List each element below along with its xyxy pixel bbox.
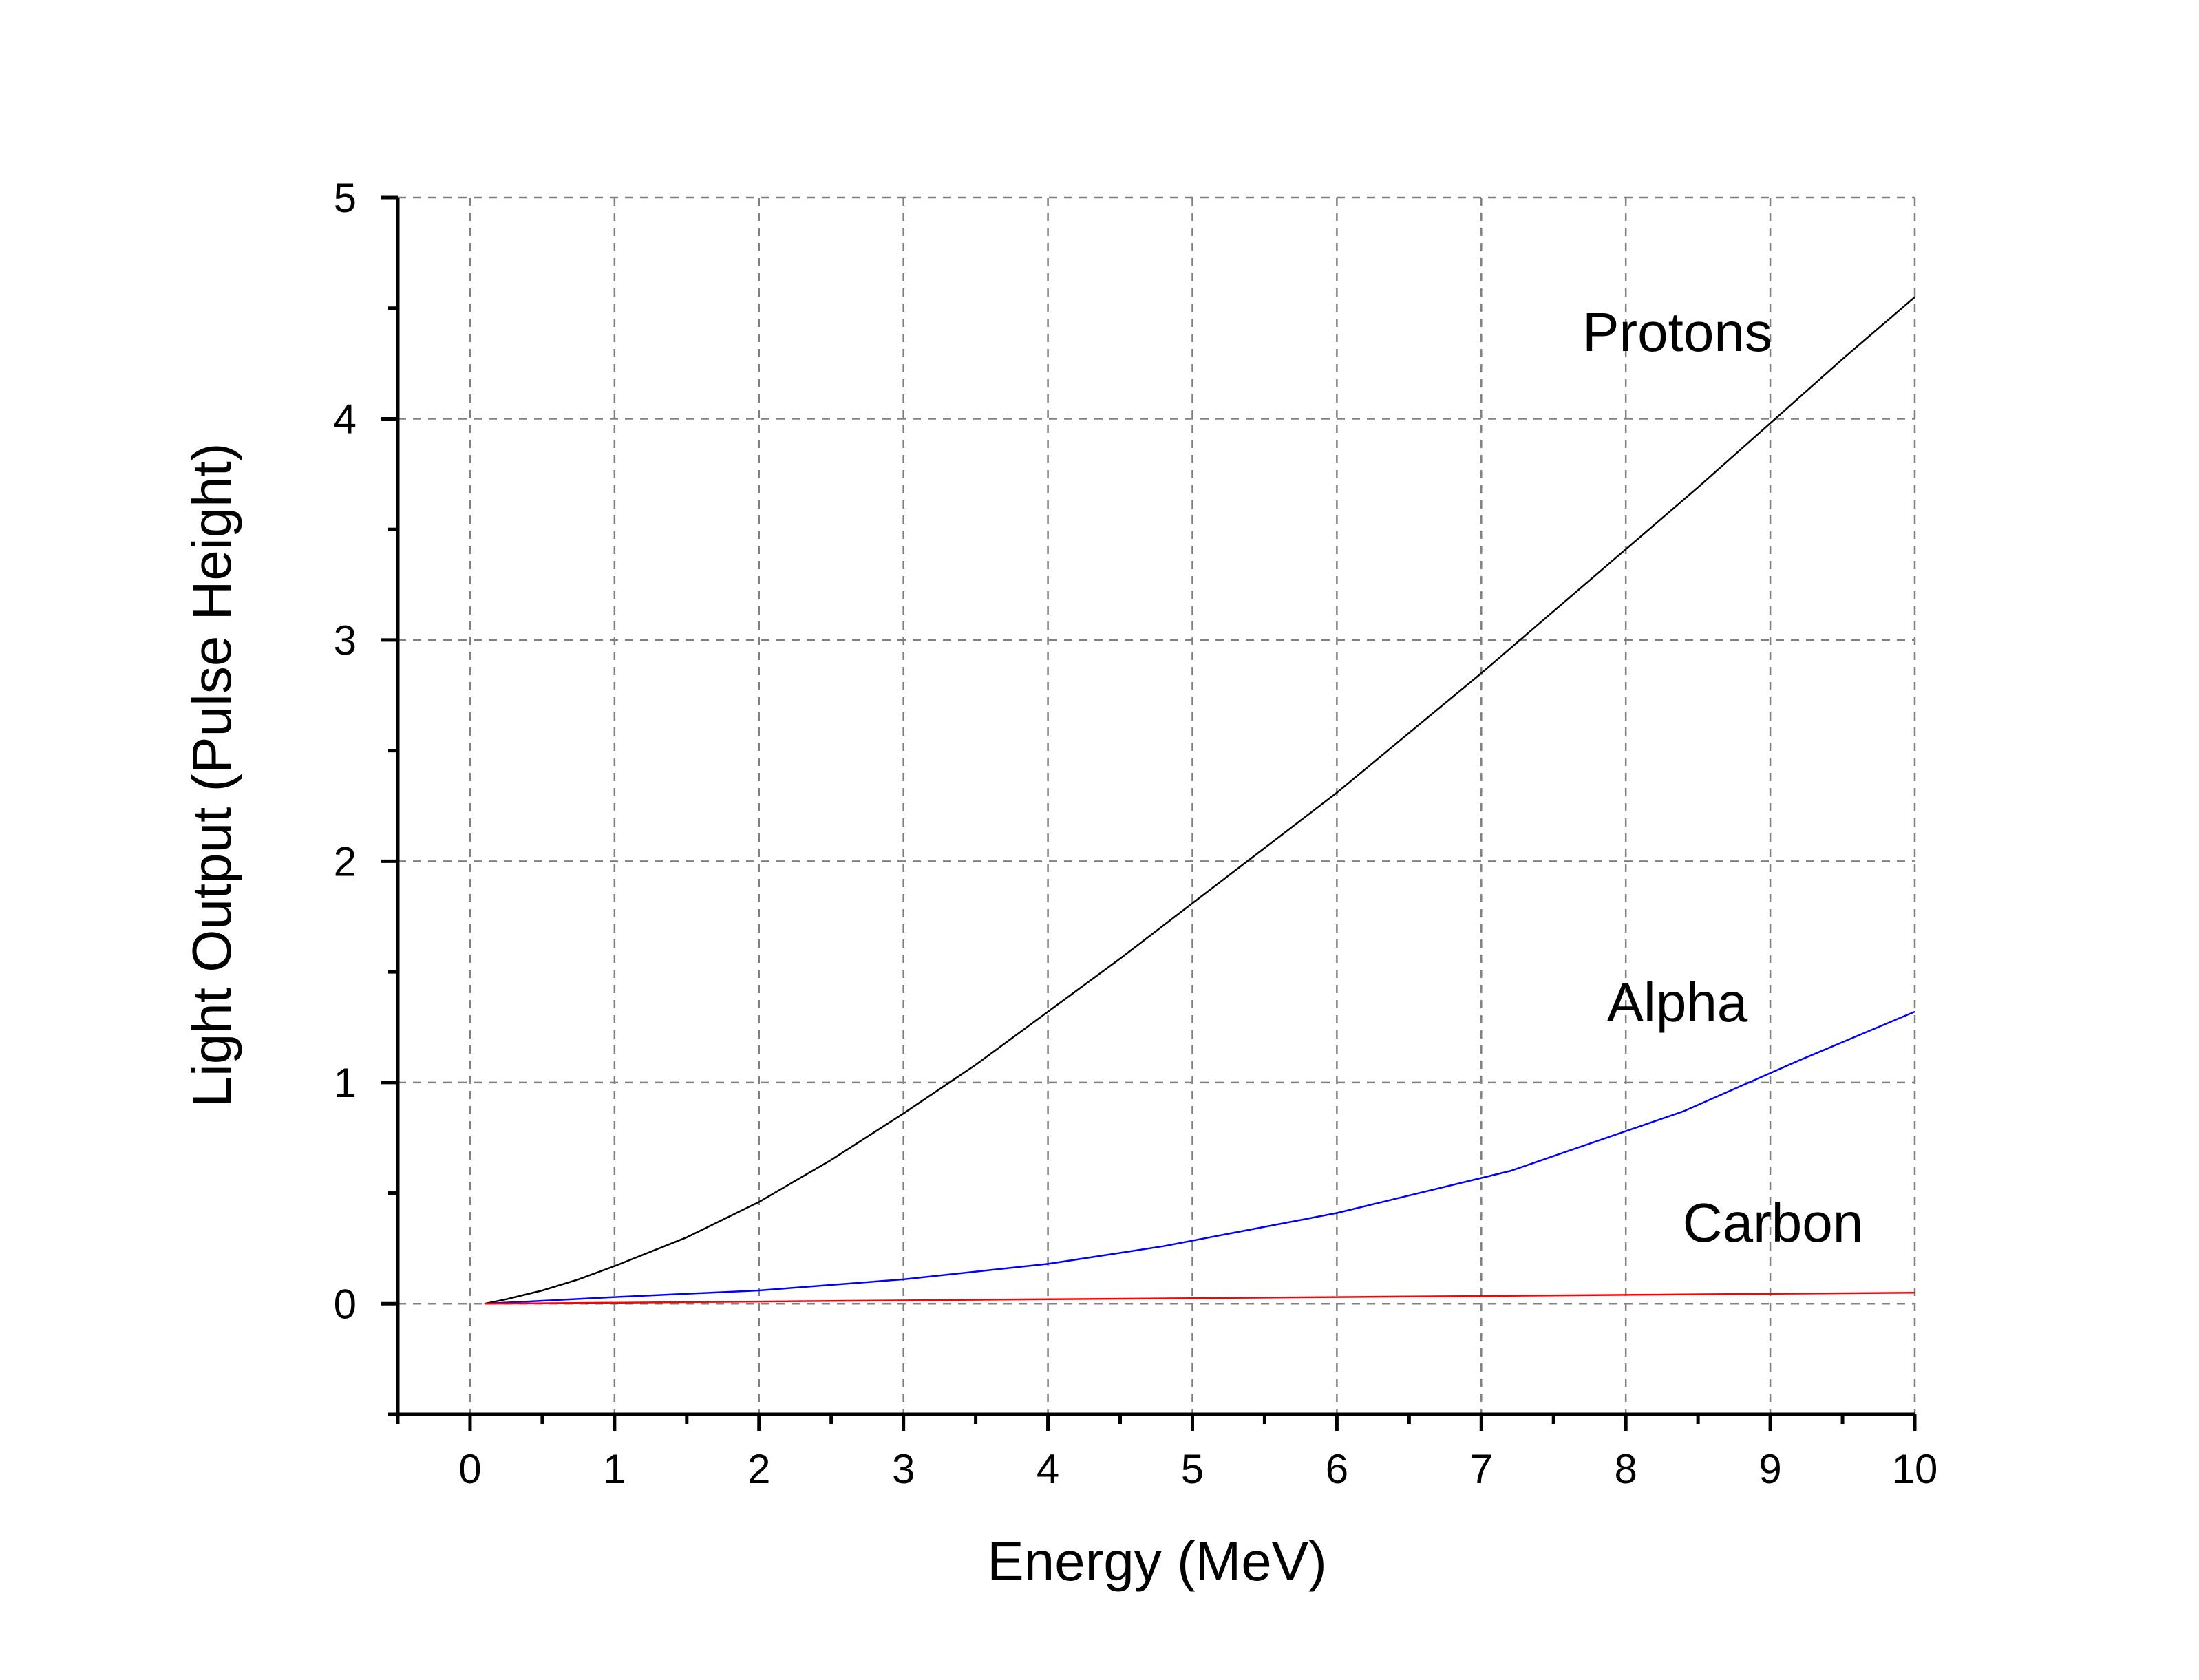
x-tick-label-2: 2 (747, 1446, 770, 1492)
axes (381, 195, 1917, 1431)
y-axis-title: Light Output (Pulse Height) (181, 443, 242, 1107)
x-axis-title: Energy (MeV) (987, 1531, 1326, 1592)
x-tick-label-1: 1 (603, 1446, 626, 1492)
series-lines (484, 296, 1915, 1305)
y-tick-label-1: 1 (334, 1060, 357, 1106)
series-line-alpha (484, 1010, 1915, 1305)
x-tick-label-9: 9 (1759, 1446, 1781, 1492)
x-tick-label-5: 5 (1181, 1446, 1204, 1492)
y-tick-label-5: 5 (334, 175, 357, 221)
series-label-alpha: Alpha (1607, 972, 1748, 1033)
series-label-carbon: Carbon (1683, 1192, 1863, 1253)
x-tick-label-3: 3 (892, 1446, 915, 1492)
x-tick-label-0: 0 (458, 1446, 481, 1492)
x-tick-label-7: 7 (1470, 1446, 1493, 1492)
series-label-protons: Protons (1582, 301, 1772, 363)
y-tick-label-3: 3 (334, 617, 357, 663)
x-tick-label-8: 8 (1615, 1446, 1637, 1492)
y-tick-label-0: 0 (334, 1281, 357, 1327)
x-tick-label-6: 6 (1326, 1446, 1348, 1492)
series-line-carbon (484, 1291, 1915, 1305)
grid (398, 196, 1916, 1414)
y-tick-label-2: 2 (334, 838, 357, 884)
y-tick-label-4: 4 (334, 396, 357, 442)
series-line-protons (484, 296, 1915, 1305)
x-tick-label-10: 10 (1892, 1446, 1938, 1492)
x-tick-label-4: 4 (1037, 1446, 1059, 1492)
tick-labels: 0 1 2 3 4 5 6 7 8 9 10 0 1 2 3 4 5 (334, 175, 1938, 1492)
